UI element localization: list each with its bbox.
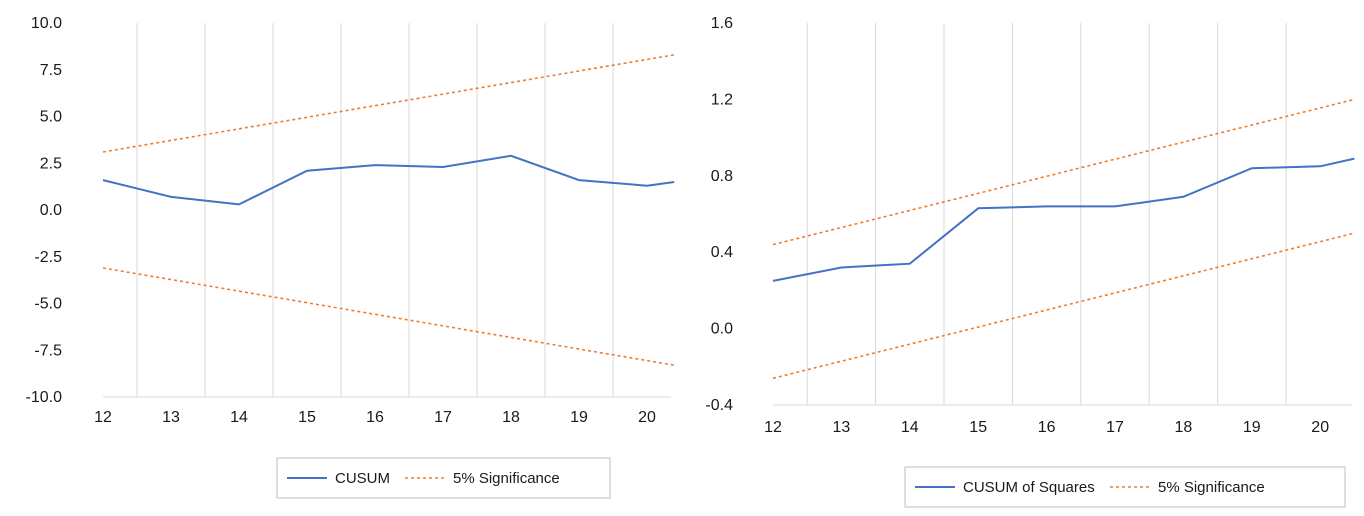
legend-box: [276, 457, 611, 499]
y-tick-label: 7.5: [40, 62, 62, 79]
y-tick-label: 0.0: [40, 202, 62, 219]
y-tick-label: -7.5: [34, 342, 62, 359]
y-tick-label: -10.0: [26, 389, 63, 406]
x-tick-label: 13: [833, 419, 851, 436]
legend-label: 5% Significance: [1158, 479, 1265, 496]
x-tick-label: 19: [570, 409, 588, 426]
y-tick-label: 0.8: [711, 168, 733, 185]
y-tick-label: -0.4: [705, 397, 733, 414]
cusum-chart: 10.0 7.5 5.0 2.5 0.0 -2.5 -5.0 -7.5 -10.0 12 13 14 1…: [26, 15, 675, 499]
series-line-upper-bound: [102, 54, 675, 153]
y-tick-label: 10.0: [31, 15, 62, 32]
y-tick-label: 1.6: [711, 15, 733, 32]
x-tick-label: 15: [298, 409, 316, 426]
x-tick-label: 18: [502, 409, 520, 426]
x-tick-label: 16: [1038, 419, 1056, 436]
series-line-lower-bound: [102, 267, 675, 366]
x-tick-label: 20: [638, 409, 656, 426]
x-tick-label: 12: [94, 409, 112, 426]
series-line-main: [772, 157, 1355, 282]
x-tick-label: 17: [1106, 419, 1124, 436]
x-tick-label: 20: [1311, 419, 1329, 436]
y-tick-label: 5.0: [40, 109, 62, 126]
cusum-of-squares-chart: 1.6 1.2 0.8 0.4 0.0 -0.4 12 13 14 15 16 17 18 19 20 CUS…: [705, 15, 1355, 508]
x-tick-label: 13: [162, 409, 180, 426]
y-tick-label: 2.5: [40, 155, 62, 172]
series-line-main: [102, 154, 675, 206]
legend-label: 5% Significance: [453, 470, 560, 487]
legend-label: CUSUM of Squares: [963, 479, 1095, 496]
series-line-lower-bound: [772, 232, 1355, 380]
y-tick-label: 0.0: [711, 321, 733, 338]
y-tick-label: -5.0: [34, 296, 62, 313]
x-tick-label: 18: [1175, 419, 1193, 436]
x-tick-label: 15: [969, 419, 987, 436]
x-tick-label: 19: [1243, 419, 1261, 436]
x-tick-label: 16: [366, 409, 384, 426]
x-tick-label: 14: [230, 409, 248, 426]
y-tick-label: 0.4: [711, 244, 733, 261]
x-tick-label: 12: [764, 419, 782, 436]
legend-label: CUSUM: [335, 470, 390, 487]
x-tick-label: 14: [901, 419, 919, 436]
y-tick-label: -2.5: [34, 249, 62, 266]
y-tick-label: 1.2: [711, 91, 733, 108]
series-line-upper-bound: [772, 98, 1355, 246]
x-tick-label: 17: [434, 409, 452, 426]
